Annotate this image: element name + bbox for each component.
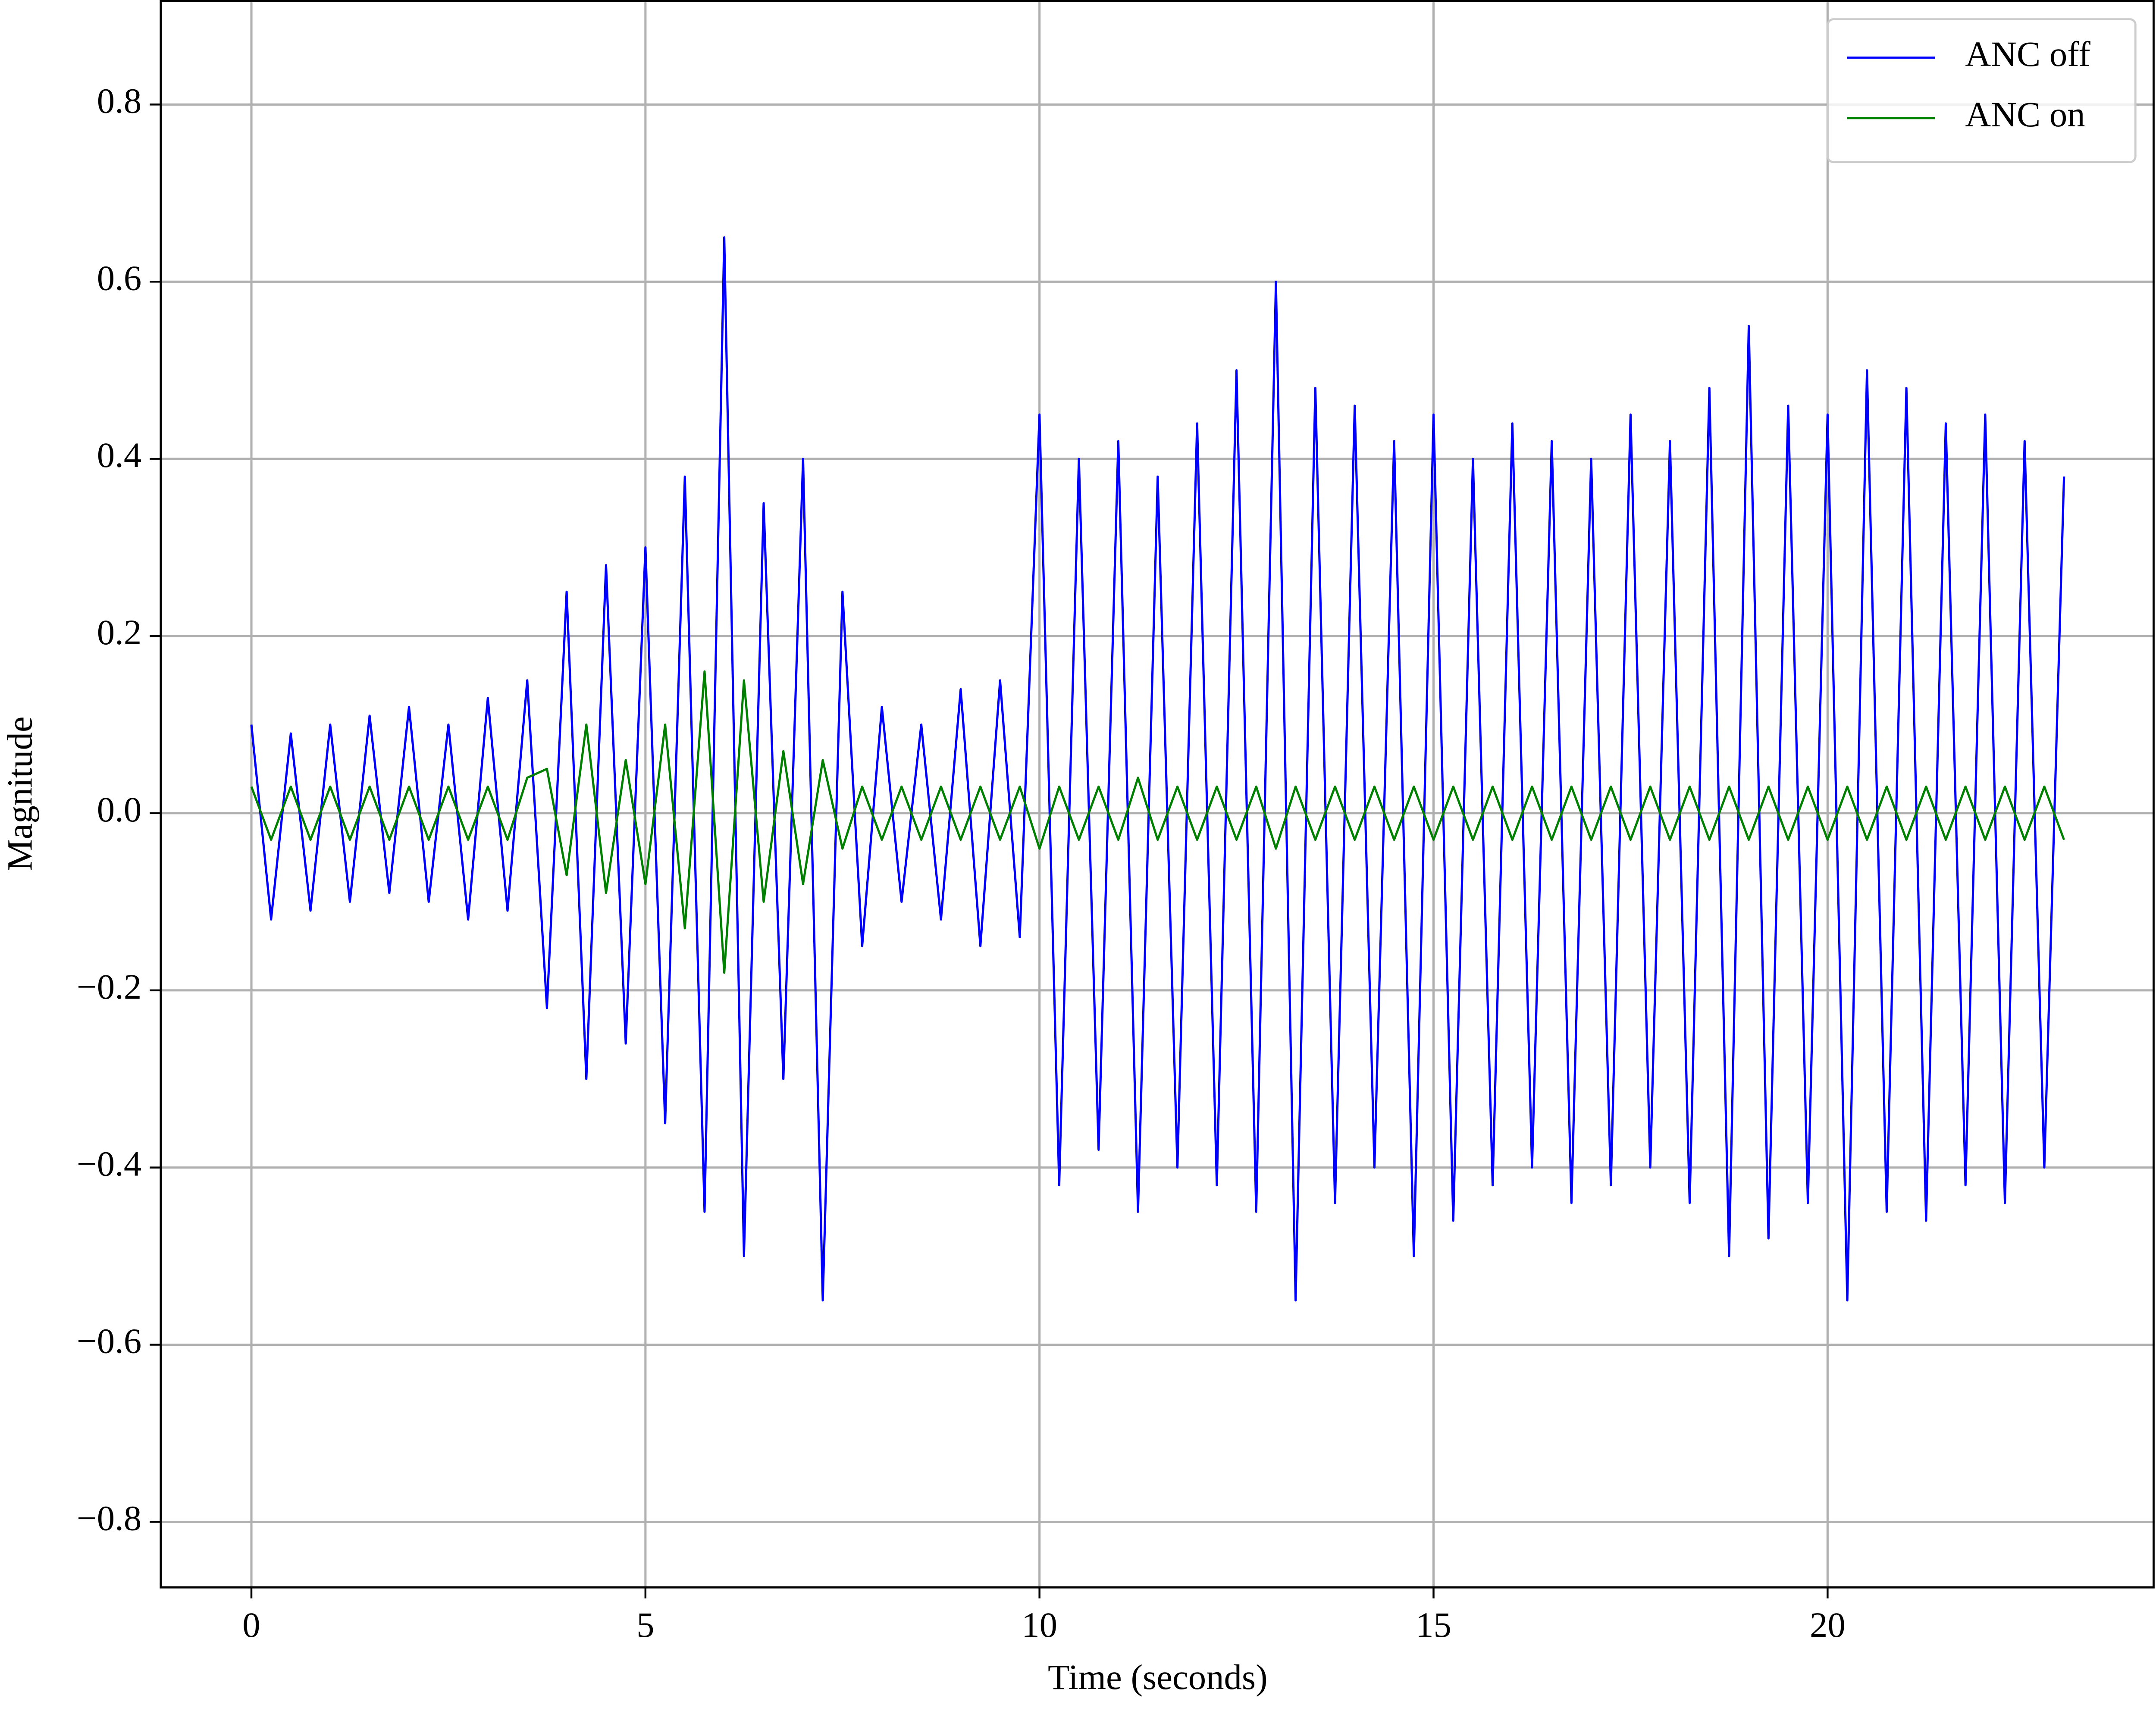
y-tick-label: 0.0 [97,790,141,829]
legend: ANC off ANC on [1827,18,2137,163]
y-tick-label: 0.2 [97,612,141,652]
x-tick-label: 5 [636,1605,654,1645]
y-tick-label: 0.6 [97,258,141,298]
y-tick-label: −0.6 [77,1321,141,1360]
x-tick-label: 10 [1022,1605,1057,1645]
plot-frame [160,0,2155,1589]
x-tick-label: 15 [1416,1605,1451,1645]
legend-box [1827,18,2137,163]
x-axis-label: Time (seconds) [1048,1657,1268,1697]
x-tick-label: 20 [1810,1605,1846,1645]
y-tick-label: −0.2 [77,967,141,1006]
legend-label: ANC off [1965,34,2090,74]
y-tick-label: 0.4 [97,435,141,475]
y-tick-label: 0.8 [97,81,141,120]
y-axis-label: Magnitude [0,716,39,871]
legend-label: ANC on [1965,94,2085,134]
line-series [250,236,2065,1302]
y-tick-label: −0.8 [77,1498,141,1538]
line-series [250,670,2065,974]
x-tick-label: 0 [242,1605,260,1645]
background [4,0,2156,1711]
y-tick-label: −0.4 [77,1144,141,1184]
